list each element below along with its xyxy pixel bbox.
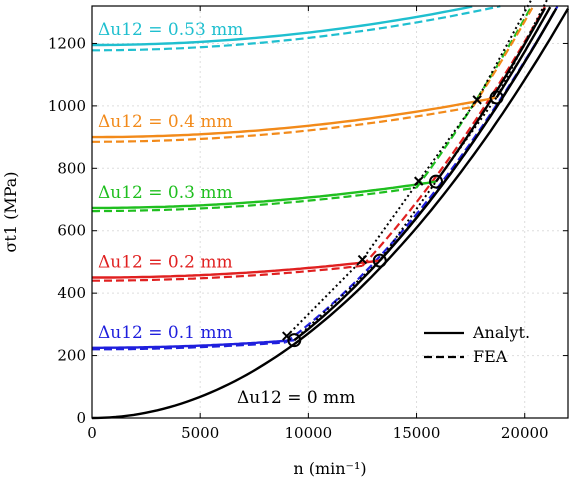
series-analytic-flat [92, 5, 473, 47]
analytic-lift-off-marker [287, 333, 302, 348]
series-analytic-flat [92, 259, 380, 279]
y-tick-label: 200 [57, 347, 86, 365]
series-analytic-flat [92, 339, 295, 349]
fea-lift-off-marker [414, 176, 424, 186]
series-fea-flat [92, 186, 417, 213]
tick-layer: 0 5000 10000 15000 20000 0 200 400 600 800 1000 120… [48, 6, 568, 442]
x-tick-label: 10000 [285, 424, 333, 442]
x-tick-label: 20000 [501, 424, 549, 442]
y-tick-label: 0 [76, 409, 86, 427]
analytic-lift-off-marker [429, 174, 444, 189]
x-tick-label: 5000 [181, 424, 219, 442]
y-tick-label: 1000 [48, 97, 86, 115]
zero-offset-label: Δu12 = 0 mm [237, 388, 355, 408]
legend: Analyt. FEA [424, 323, 530, 366]
series-label: Δu12 = 0.4 mm [98, 112, 233, 132]
fea-lift-off-marker [472, 95, 482, 105]
series-label: Δu12 = 0.2 mm [98, 253, 233, 273]
fea-lift-off-marker [282, 331, 292, 341]
series-fea-flat [92, 105, 474, 143]
annot-layer: Δu12 = 0.1 mm Δu12 = 0.2 mm Δu12 = 0.3 mm Δ… [98, 20, 355, 408]
series-fea-lift [361, 6, 546, 267]
legend-fea-label: FEA [473, 347, 508, 366]
fea-lift-off-marker [357, 254, 368, 265]
plot-frame [91, 5, 569, 419]
series-label: Δu12 = 0.1 mm [98, 323, 233, 343]
series-label: Δu12 = 0.3 mm [98, 183, 233, 203]
series-analytic-lift [495, 6, 552, 99]
y-tick-label: 800 [57, 159, 86, 177]
series-fea-lift [471, 7, 534, 108]
series-fea-flat [92, 264, 363, 282]
y-tick-label: 600 [57, 222, 86, 240]
y-tick-label: 1200 [48, 34, 86, 52]
y-tick-label: 400 [57, 284, 86, 302]
analytic-lift-off-marker [372, 253, 387, 268]
series-label: Δu12 = 0.53 mm [98, 20, 243, 40]
x-tick-label: 0 [87, 424, 97, 442]
grid-layer [92, 6, 568, 418]
series-analytic-lift [378, 7, 558, 262]
legend-analytic-label: Analyt. [472, 323, 530, 342]
curve-layer [91, 0, 570, 420]
x-tick-label: 15000 [393, 424, 441, 442]
zero-analytic-curve [91, 7, 570, 420]
series-analytic-flat [92, 96, 497, 139]
marker-layer [282, 90, 504, 348]
x-axis-label: n (min⁻¹) [293, 459, 366, 478]
series-fea-flat [92, 5, 501, 52]
series-analytic-flat [92, 180, 437, 210]
series-fea-flat [92, 341, 286, 351]
y-axis-label: σt1 (MPa) [1, 171, 20, 252]
analytic-lift-off-marker [489, 90, 504, 105]
fea-lift-off-locus [285, 0, 533, 337]
